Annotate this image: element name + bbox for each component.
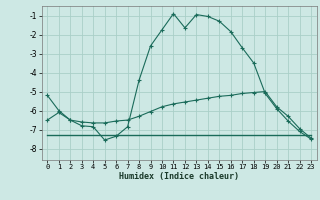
X-axis label: Humidex (Indice chaleur): Humidex (Indice chaleur) bbox=[119, 172, 239, 181]
